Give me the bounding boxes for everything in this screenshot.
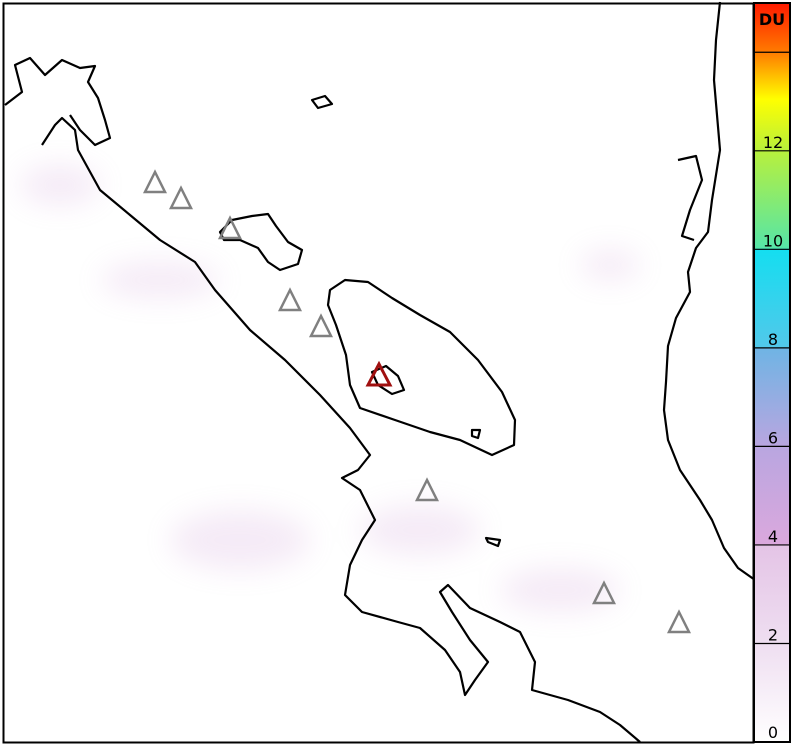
colorbar-tick-label: 4: [768, 527, 778, 546]
colorbar-tick-label: 10: [763, 231, 783, 250]
highlighted-volcano-icon: [365, 360, 393, 387]
volcano-icon: [591, 580, 617, 605]
caribbean-coastline: [662, 1, 756, 581]
pacific-coastline: [41, 116, 641, 743]
volcano-markers: [142, 169, 692, 634]
so2-haze: [20, 165, 640, 612]
map-frame: [2, 2, 755, 744]
volcano-icon: [168, 185, 194, 210]
lake-nicaragua: [326, 278, 517, 457]
colorbar-tick-label: 0: [768, 723, 778, 742]
colorbar-tick-label: 2: [768, 625, 778, 644]
colorbar-tick-label: 8: [768, 330, 778, 349]
colorbar-unit: DU: [759, 10, 785, 29]
volcano-icon: [414, 477, 440, 502]
volcano-icon: [666, 609, 692, 634]
colorbar-tick-label: 12: [763, 133, 783, 152]
colorbar: 0 2 4 6 8 10 12 DU: [753, 2, 791, 743]
volcano-icon: [277, 287, 303, 312]
lake-managua: [218, 212, 304, 272]
volcano-icon: [308, 313, 334, 338]
gulf-of-fonseca-coast: [4, 56, 112, 147]
coastlines: [4, 1, 756, 743]
volcano-icon: [217, 215, 243, 240]
volcano-icon: [142, 169, 168, 194]
colorbar-tick-label: 6: [768, 428, 778, 447]
